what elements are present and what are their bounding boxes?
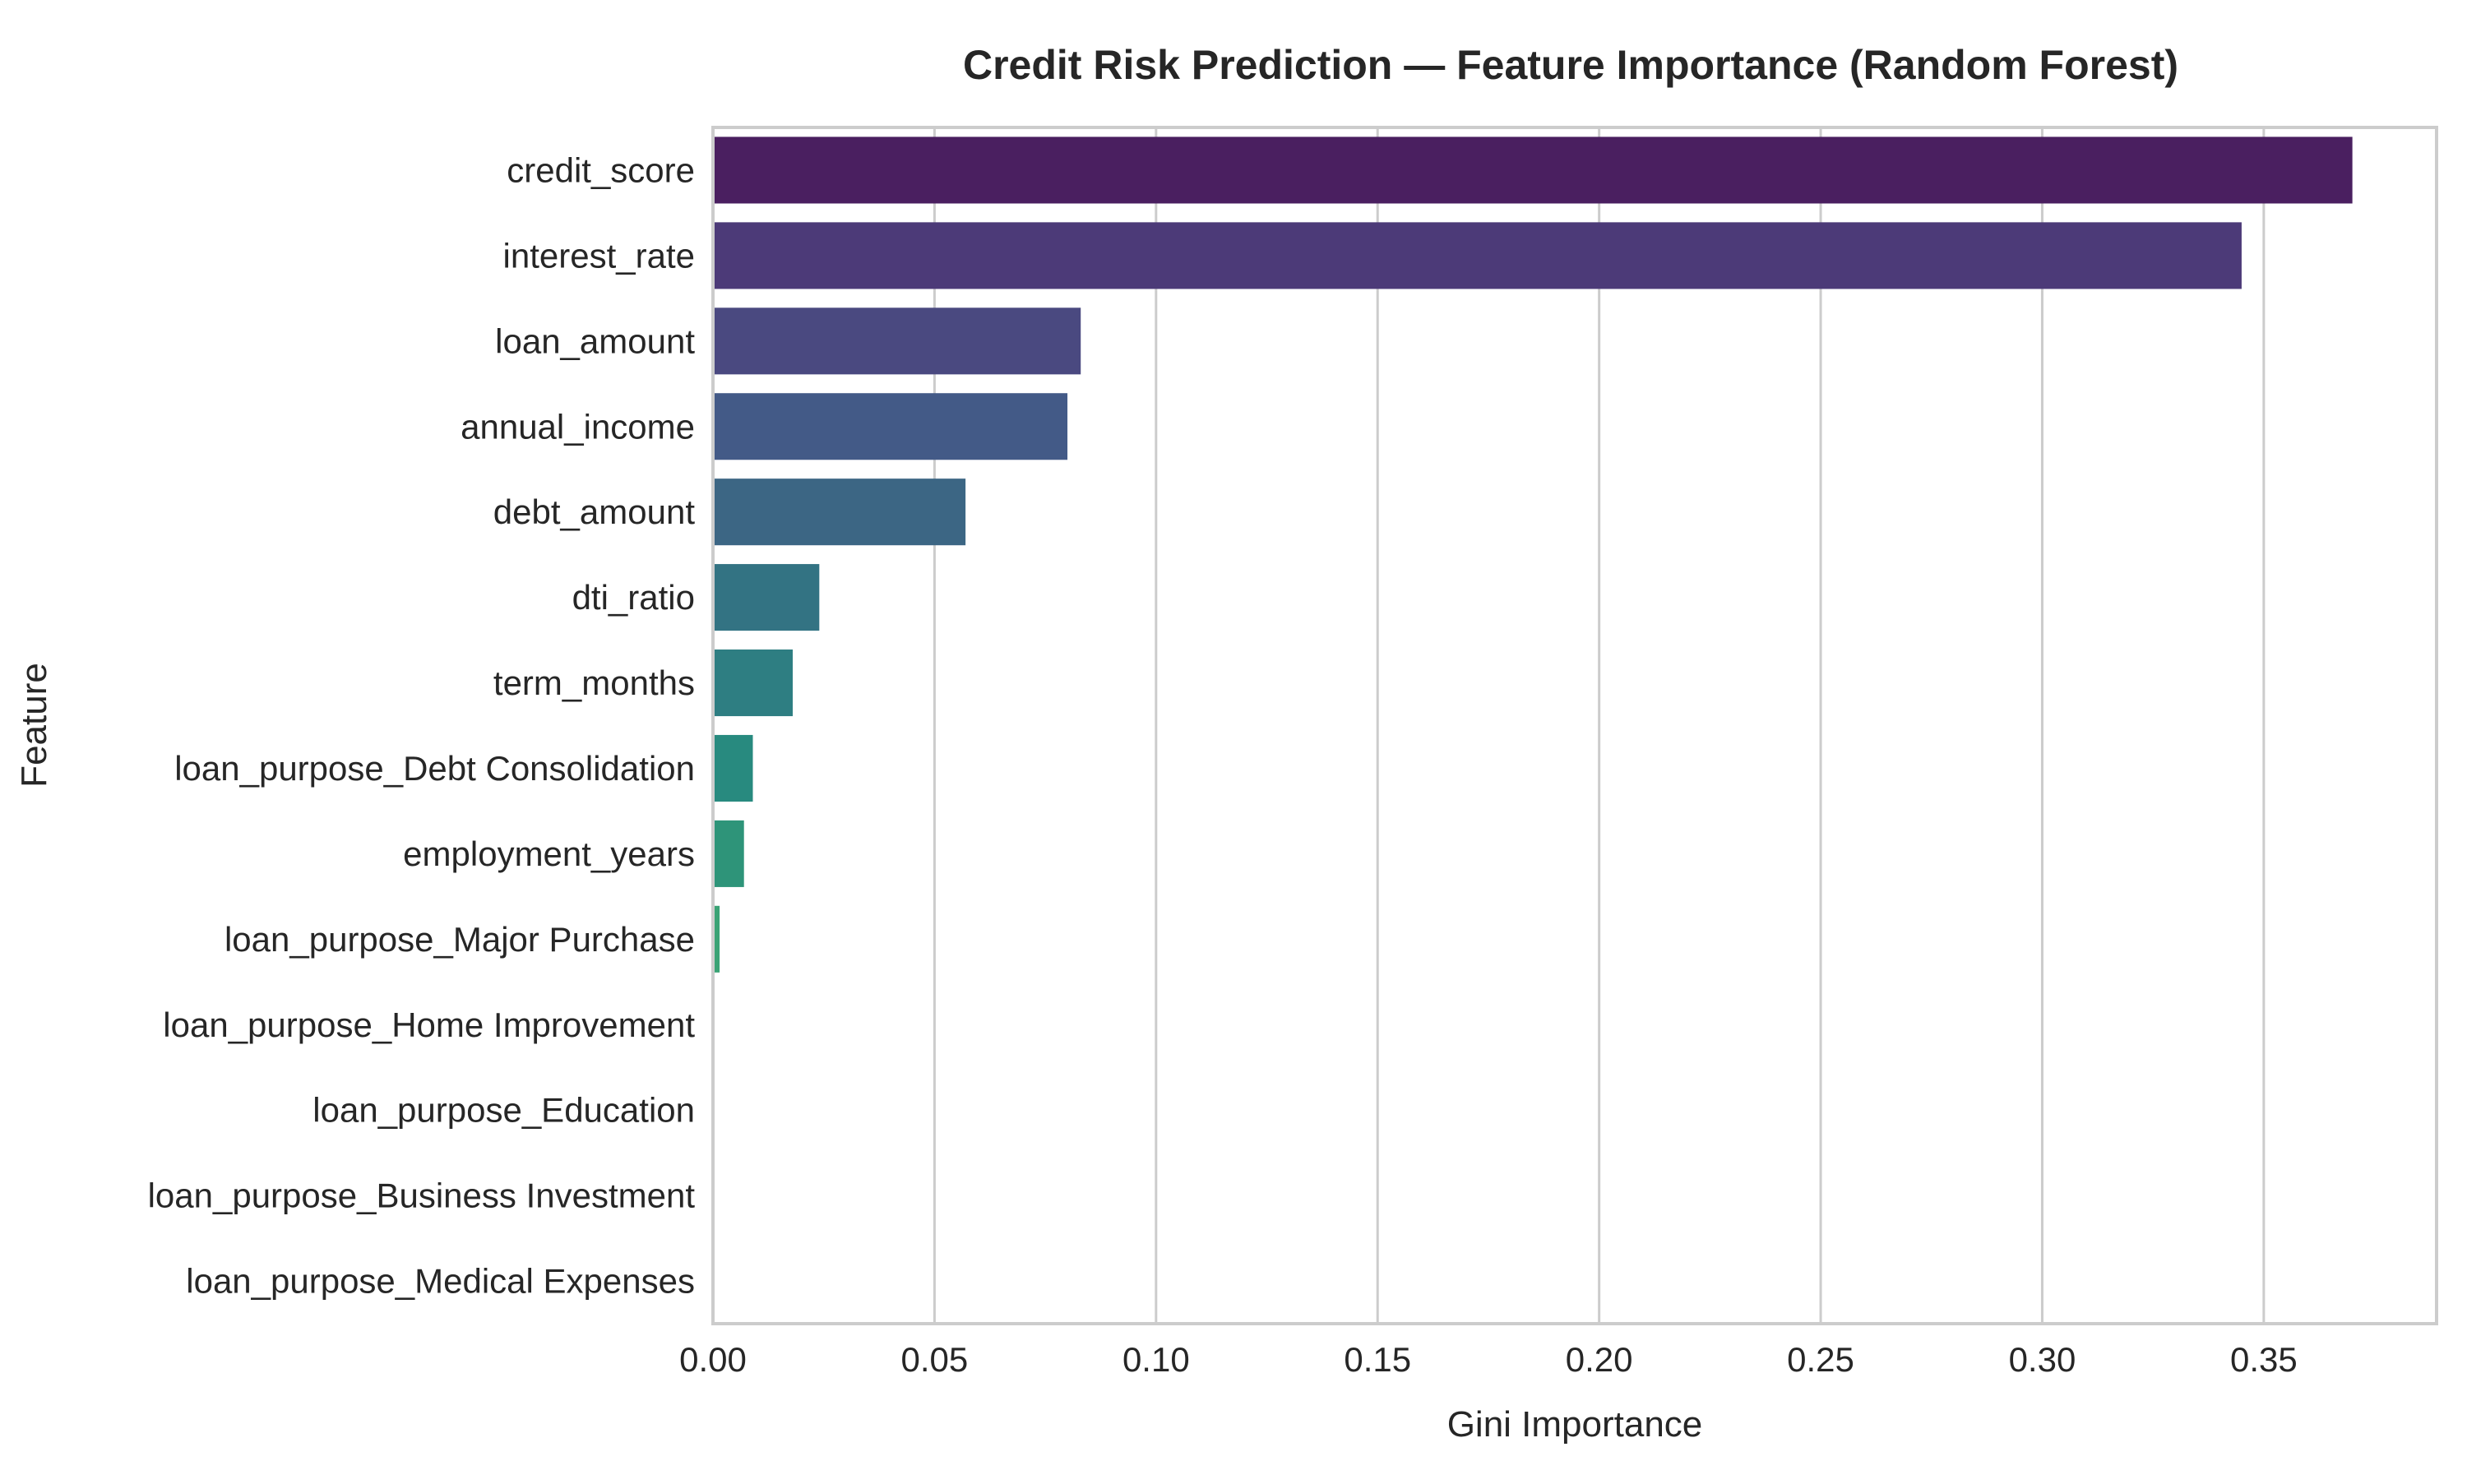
bar-annual-income	[713, 393, 1068, 460]
plot-frame	[711, 126, 2438, 1325]
bar-debt-amount	[713, 478, 966, 546]
y-axis-label: Feature	[14, 663, 54, 788]
x-tick-label: 0.20	[1566, 1340, 1633, 1379]
y-tick-label: employment_years	[403, 834, 695, 873]
y-tick-label: loan_purpose_Debt Consolidation	[174, 749, 695, 788]
bar-term-months	[713, 650, 793, 717]
y-tick-label: loan_purpose_Education	[312, 1091, 695, 1130]
y-tick-label: debt_amount	[493, 492, 696, 531]
grid-layer	[711, 127, 2266, 1324]
bar-loan-purpose-debt-consolidation	[713, 734, 753, 802]
bar-layer	[713, 136, 2353, 973]
y-tick-label: interest_rate	[503, 236, 695, 275]
x-axis-label: Gini Importance	[1447, 1404, 1703, 1445]
x-tick-label: 0.15	[1344, 1340, 1411, 1379]
y-tick-label: loan_purpose_Medical Expenses	[186, 1262, 695, 1301]
bar-employment-years	[713, 820, 744, 887]
bar-dti-ratio	[713, 564, 820, 631]
y-tick-label: loan_amount	[495, 321, 695, 360]
y-tick-label: dti_ratio	[572, 578, 695, 617]
y-tick-label: loan_purpose_Home Improvement	[163, 1006, 695, 1044]
chart-title: Credit Risk Prediction — Feature Importa…	[963, 42, 2178, 88]
x-tick-label: 0.10	[1122, 1340, 1190, 1379]
x-tick-label: 0.00	[679, 1340, 747, 1379]
bar-loan-amount	[713, 307, 1081, 375]
y-tick-labels: credit_score interest_rate loan_amountannu…	[148, 150, 696, 1300]
y-tick-label: credit_score	[507, 150, 695, 189]
x-tick-label: 0.05	[901, 1340, 969, 1379]
bar-credit-score	[713, 136, 2353, 204]
x-tick-label: 0.30	[2009, 1340, 2076, 1379]
y-tick-label: annual_income	[461, 407, 695, 446]
bar-interest-rate	[713, 222, 2242, 289]
x-tick-label: 0.35	[2230, 1340, 2298, 1379]
y-tick-label: term_months	[493, 663, 695, 702]
y-tick-label: loan_purpose_Major Purchase	[224, 920, 695, 959]
bar-loan-purpose-major-purchase	[713, 905, 720, 973]
x-tick-label: 0.25	[1787, 1340, 1854, 1379]
x-tick-labels: 0.00 0.05 0.10 0.15 0.20 0.25 0.30 0.35	[679, 1340, 2298, 1379]
y-tick-label: loan_purpose_Business Investment	[148, 1177, 696, 1215]
